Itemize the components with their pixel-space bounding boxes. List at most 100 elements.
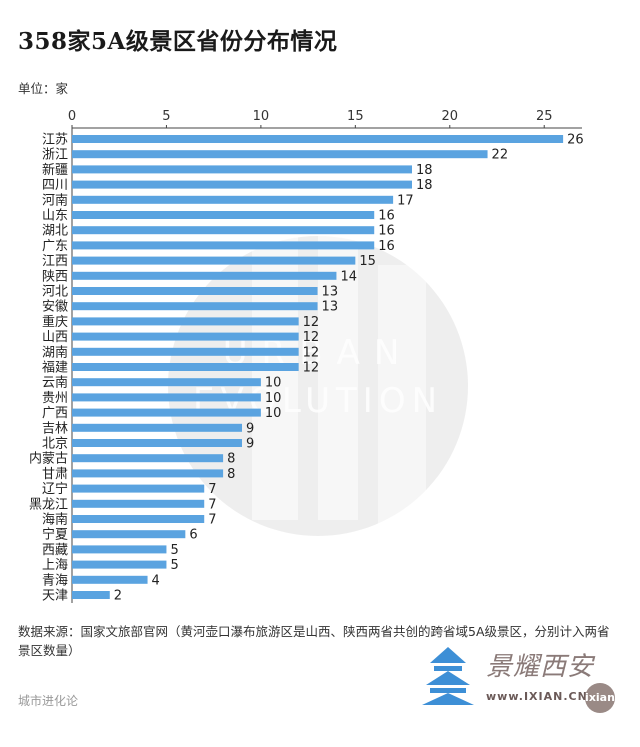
category-label: 甘肃 bbox=[42, 467, 68, 482]
category-label: 海南 bbox=[42, 512, 68, 528]
category-label: 湖南 bbox=[42, 344, 68, 360]
footer-brand: 城市进化论 bbox=[18, 694, 79, 708]
value-label: 12 bbox=[303, 345, 320, 360]
category-label: 辽宁 bbox=[42, 481, 68, 497]
value-label: 4 bbox=[152, 573, 160, 588]
bar bbox=[72, 515, 205, 523]
x-tick-label: 25 bbox=[536, 109, 553, 124]
bar bbox=[72, 317, 299, 326]
value-label: 14 bbox=[340, 269, 357, 284]
site-logo-icon bbox=[422, 647, 474, 705]
bar bbox=[72, 195, 394, 204]
value-label: 12 bbox=[303, 315, 320, 330]
category-label: 吉林 bbox=[42, 421, 68, 436]
value-label: 16 bbox=[378, 239, 395, 254]
category-label: 青海 bbox=[42, 573, 68, 588]
site-badge: ixian bbox=[585, 683, 615, 713]
bar bbox=[72, 591, 110, 599]
value-label: 5 bbox=[170, 558, 178, 573]
bar bbox=[72, 378, 261, 387]
bar bbox=[72, 165, 412, 174]
category-label: 天津 bbox=[42, 589, 68, 604]
unit-label: 单位：家 bbox=[18, 81, 69, 96]
bar bbox=[72, 408, 261, 417]
category-label: 湖北 bbox=[42, 224, 68, 239]
value-label: 6 bbox=[189, 528, 197, 543]
category-label: 江西 bbox=[42, 254, 68, 269]
value-label: 17 bbox=[397, 193, 414, 208]
chart-title: 358家5A级景区省份分布情况 bbox=[18, 28, 338, 55]
value-label: 9 bbox=[246, 437, 254, 452]
bar bbox=[72, 332, 299, 341]
bar bbox=[72, 287, 318, 295]
bar bbox=[72, 211, 375, 219]
bar bbox=[72, 454, 224, 463]
category-label: 贵州 bbox=[42, 391, 68, 406]
value-label: 7 bbox=[208, 497, 216, 512]
bar bbox=[72, 423, 242, 432]
category-label: 北京 bbox=[42, 437, 68, 452]
value-label: 7 bbox=[208, 513, 216, 528]
category-label: 新疆 bbox=[42, 162, 68, 178]
bar bbox=[72, 302, 318, 311]
bar bbox=[72, 347, 299, 356]
value-label: 10 bbox=[265, 391, 282, 406]
bar bbox=[72, 180, 412, 189]
x-tick-label: 20 bbox=[442, 109, 459, 124]
category-label: 河南 bbox=[42, 192, 68, 208]
category-label: 上海 bbox=[42, 558, 68, 573]
value-label: 18 bbox=[416, 163, 433, 178]
x-tick-label: 15 bbox=[347, 109, 364, 124]
category-label: 内蒙古 bbox=[29, 451, 68, 467]
value-label: 9 bbox=[246, 421, 254, 436]
category-label: 河北 bbox=[42, 285, 68, 300]
bar bbox=[72, 150, 488, 159]
value-label: 12 bbox=[303, 330, 320, 345]
category-label: 黑龙江 bbox=[29, 497, 68, 512]
bar bbox=[72, 575, 148, 584]
bar bbox=[72, 499, 205, 508]
value-label: 15 bbox=[359, 254, 376, 269]
x-tick-label: 0 bbox=[68, 109, 76, 124]
site-url: www.IXIAN.CN bbox=[486, 690, 588, 703]
category-label: 重庆 bbox=[42, 314, 68, 330]
bar bbox=[72, 226, 375, 235]
value-label: 8 bbox=[227, 467, 235, 482]
x-tick-label: 10 bbox=[253, 109, 270, 124]
value-label: 2 bbox=[114, 589, 122, 604]
site-name: 景耀西安 bbox=[486, 652, 595, 682]
value-label: 5 bbox=[170, 543, 178, 558]
value-label: 13 bbox=[322, 285, 339, 300]
category-label: 宁夏 bbox=[42, 527, 68, 543]
value-label: 10 bbox=[265, 406, 282, 421]
value-label: 7 bbox=[208, 482, 216, 497]
bar bbox=[72, 241, 375, 250]
category-label: 福建 bbox=[42, 361, 68, 376]
bar bbox=[72, 530, 186, 539]
value-label: 16 bbox=[378, 224, 395, 239]
bar bbox=[72, 469, 224, 478]
value-label: 16 bbox=[378, 209, 395, 224]
category-label: 浙江 bbox=[42, 148, 68, 163]
value-label: 10 bbox=[265, 376, 282, 391]
category-label: 江苏 bbox=[42, 132, 68, 148]
bar bbox=[72, 393, 261, 402]
category-label: 山东 bbox=[42, 209, 68, 224]
category-label: 广西 bbox=[42, 406, 68, 421]
category-label: 云南 bbox=[42, 375, 68, 391]
bar bbox=[72, 560, 167, 569]
x-tick-label: 5 bbox=[162, 109, 170, 124]
category-label: 山西 bbox=[42, 330, 68, 345]
value-label: 18 bbox=[416, 178, 433, 193]
category-label: 安徽 bbox=[42, 300, 68, 315]
bar bbox=[72, 439, 242, 447]
category-label: 广东 bbox=[42, 239, 68, 254]
bar bbox=[72, 363, 299, 371]
category-label: 西藏 bbox=[42, 543, 68, 558]
source-note: 数据来源：国家文旅部官网（黄河壶口瀑布旅游区是山西、陕西两省共创的跨省域5A级景… bbox=[18, 624, 610, 658]
bar bbox=[72, 256, 356, 265]
value-label: 26 bbox=[567, 133, 584, 148]
value-label: 22 bbox=[492, 148, 509, 163]
value-label: 12 bbox=[303, 361, 320, 376]
